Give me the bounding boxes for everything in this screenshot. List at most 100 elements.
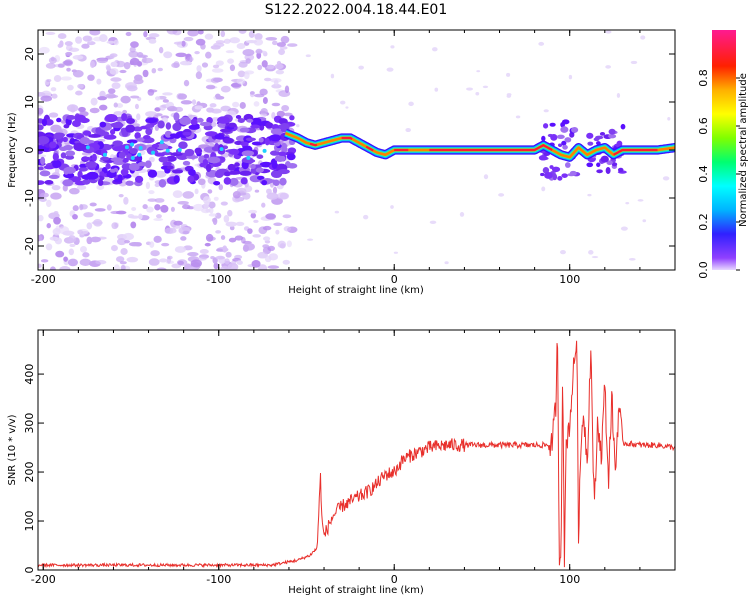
heatmap-noise-blob (277, 240, 287, 249)
heatmap-noise-blob (181, 40, 186, 47)
heatmap-noise-blob (161, 242, 170, 247)
heatmap-noise-blob (67, 258, 79, 267)
heatmap-band-blob (250, 124, 261, 129)
heatmap-band-blob (596, 169, 603, 174)
heatmap-band-blob (65, 155, 75, 160)
heatmap-band-blob (82, 179, 91, 185)
spectrogram-y-tick-label: 0 (23, 147, 36, 154)
heatmap-band-blob (264, 137, 270, 146)
heatmap-noise-blob (66, 67, 71, 72)
heatmap-noise-blob (40, 192, 49, 198)
heatmap-noise-blob (115, 256, 125, 263)
heatmap-band-blob (556, 134, 565, 139)
heatmap-noise-blob (266, 188, 272, 195)
heatmap-noise-blob (87, 74, 95, 81)
heatmap-noise-blob (141, 57, 154, 64)
heatmap-noise-blob (227, 58, 235, 64)
heatmap-band-blob (125, 124, 136, 133)
heatmap-noise-blob (247, 228, 253, 234)
heatmap-band-blob (125, 180, 134, 186)
heatmap-noise-blob (616, 93, 621, 98)
heatmap-noise-blob (204, 201, 210, 206)
heatmap-noise-blob (81, 43, 90, 49)
heatmap-band-blob (279, 177, 287, 186)
heatmap-hot-spot (102, 152, 107, 157)
heatmap-noise-blob (630, 60, 638, 65)
heatmap-band-blob (38, 180, 45, 185)
snr-background (38, 330, 675, 570)
heatmap-noise-blob (177, 260, 184, 266)
heatmap-band-blob (617, 167, 624, 172)
heatmap-band-blob (145, 128, 153, 136)
heatmap-band-blob (134, 132, 141, 140)
heatmap-noise-blob (281, 104, 290, 112)
heatmap-noise-blob (79, 203, 84, 211)
heatmap-noise-blob (234, 235, 244, 241)
heatmap-noise-blob (238, 61, 248, 68)
heatmap-band-blob (222, 137, 235, 144)
heatmap-noise-blob (110, 210, 122, 215)
snr-x-ticks: -200 -100 0 100 (31, 330, 676, 586)
heatmap-noise-blob (117, 238, 127, 246)
spectrogram-y-tick-label: 10 (23, 95, 36, 109)
heatmap-noise-blob (228, 237, 237, 243)
heatmap-noise-blob (183, 36, 194, 42)
heatmap-noise-blob (106, 204, 112, 211)
snr-y-tick-label: 300 (23, 413, 36, 434)
heatmap-noise-blob (99, 34, 108, 42)
heatmap-hot-spot (124, 145, 129, 150)
heatmap-band-blob (219, 128, 232, 133)
heatmap-band-blob (196, 117, 204, 123)
heatmap-noise-blob (78, 106, 86, 113)
heatmap-hot-spot (130, 155, 135, 160)
heatmap-noise-blob (45, 243, 53, 251)
heatmap-noise-blob (167, 106, 178, 112)
heatmap-noise-blob (340, 100, 346, 105)
heatmap-band-blob (240, 177, 248, 185)
heatmap-band-blob (66, 114, 76, 121)
heatmap-noise-blob (154, 96, 161, 101)
heatmap-noise-blob (45, 199, 52, 208)
heatmap-noise-blob (60, 76, 72, 81)
heatmap-noise-blob (39, 197, 47, 202)
heatmap-band-blob (235, 115, 242, 119)
heatmap-band-blob (199, 121, 212, 127)
heatmap-noise-blob (94, 208, 106, 212)
heatmap-noise-blob (275, 69, 285, 75)
heatmap-ridge-core (613, 148, 658, 156)
heatmap-band-blob (289, 115, 295, 121)
heatmap-noise-blob (637, 199, 644, 202)
heatmap-noise-blob (197, 178, 206, 186)
heatmap-noise-blob (106, 40, 115, 44)
heatmap-noise-blob (258, 264, 268, 270)
heatmap-band-blob (228, 122, 237, 128)
heatmap-noise-blob (280, 35, 290, 44)
heatmap-noise-blob (65, 51, 73, 56)
heatmap-noise-blob (223, 38, 231, 44)
heatmap-noise-blob (476, 70, 481, 73)
heatmap-noise-blob (254, 33, 263, 41)
heatmap-noise-blob (393, 251, 399, 254)
heatmap-band-blob (549, 122, 556, 127)
heatmap-noise-blob (267, 245, 275, 252)
heatmap-noise-blob (625, 201, 630, 205)
heatmap-band-blob (255, 167, 264, 173)
heatmap-noise-blob (89, 60, 96, 69)
heatmap-band-blob (110, 122, 124, 129)
heatmap-band-blob (165, 122, 172, 130)
heatmap-band-blob (605, 166, 611, 174)
heatmap-noise-blob (568, 74, 573, 80)
heatmap-band-blob (77, 170, 83, 178)
heatmap-noise-blob (220, 201, 228, 206)
heatmap-noise-blob (173, 41, 183, 45)
heatmap-noise-blob (229, 64, 236, 72)
heatmap-band-blob (118, 151, 126, 159)
heatmap-noise-blob (130, 41, 139, 48)
heatmap-band-blob (62, 179, 74, 187)
heatmap-noise-blob (201, 62, 209, 68)
snr-y-tick-label: 0 (23, 567, 36, 574)
heatmap-band-blob (59, 146, 68, 152)
heatmap-noise-blob (173, 220, 183, 226)
heatmap-noise-blob (194, 188, 199, 195)
heatmap-noise-blob (605, 65, 612, 69)
